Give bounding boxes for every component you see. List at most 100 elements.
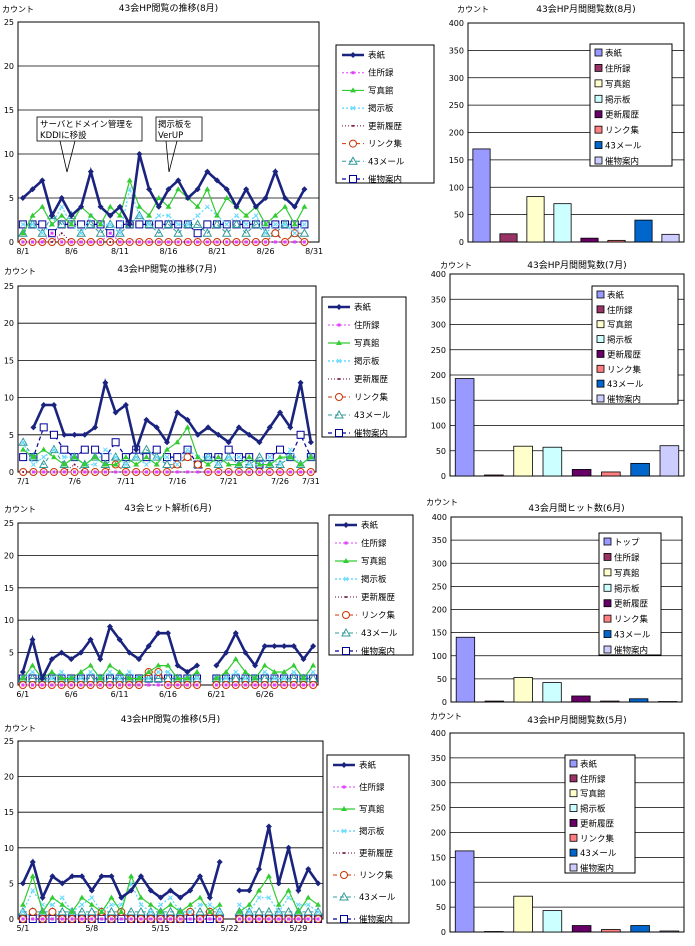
marker-x [237, 902, 242, 908]
marker-square-open [335, 429, 343, 437]
marker-dot [22, 471, 25, 473]
marker-triangle [310, 662, 317, 668]
legend-entry: 掲示板 [580, 804, 606, 815]
marker-diamond [135, 656, 142, 663]
marker-square [283, 240, 287, 244]
legend-entry: 掲示板 [361, 574, 387, 585]
legend-entry: 写真館 [607, 320, 633, 331]
marker-square [273, 240, 277, 244]
marker-triangle-open [57, 906, 68, 916]
marker-square [100, 917, 104, 921]
marker-diamond [243, 186, 250, 193]
bar [455, 636, 476, 703]
legend-swatch [569, 804, 578, 812]
legend-entry: 催物案内 [368, 174, 402, 185]
legend-box [335, 44, 435, 184]
marker-x [59, 669, 64, 675]
legend-swatch [596, 335, 605, 343]
marker-square [124, 470, 128, 474]
marker-diamond [194, 662, 201, 669]
marker-circle [28, 907, 37, 916]
y-tick-label: 10 [4, 844, 14, 853]
marker-triangle [285, 887, 292, 893]
legend-entry: 住所録 [607, 305, 633, 316]
y-tick-label: 15 [4, 356, 14, 365]
legend-entry: 43メール [354, 411, 391, 421]
marker-x [144, 462, 149, 467]
marker-diamond [213, 662, 220, 669]
marker-square [254, 240, 258, 244]
marker-triangle-open [192, 219, 203, 228]
marker-square [93, 470, 97, 474]
marker-square [60, 917, 64, 921]
marker-diamond [266, 424, 273, 431]
marker-triangle [143, 454, 150, 460]
legend-entry: 写真館 [354, 338, 380, 349]
legend-swatch [603, 537, 612, 546]
marker-square [40, 683, 44, 687]
marker-triangle [48, 669, 55, 675]
x-tick-label: 6/1 [16, 690, 29, 699]
marker-triangle [128, 873, 135, 879]
marker-triangle-open [67, 906, 77, 916]
legend-entry: 表紙 [354, 302, 372, 313]
marker-triangle [223, 669, 230, 675]
marker-triangle-open [165, 906, 176, 916]
marker-square [155, 470, 159, 474]
y-axis-label: カウント [457, 5, 489, 14]
marker-triangle [305, 894, 312, 900]
marker-diamond [81, 431, 88, 438]
marker-diamond [295, 887, 302, 894]
marker-triangle-open [37, 906, 48, 916]
marker-dot [352, 124, 354, 127]
marker-diamond [87, 168, 94, 175]
marker-triangle [213, 675, 220, 681]
marker-square [99, 240, 103, 244]
legend-entry: 催物案内 [354, 428, 388, 439]
marker-triangle-open [153, 228, 164, 237]
marker-diamond [116, 636, 123, 643]
legend-swatch [596, 305, 605, 314]
legend-entry: 43メール [605, 142, 642, 152]
series-2 [21, 917, 320, 921]
marker-diamond [282, 195, 289, 201]
marker-diamond [343, 522, 349, 528]
marker-diamond [68, 212, 75, 219]
marker-triangle [187, 901, 194, 907]
y-tick-label: 50 [437, 675, 447, 684]
bar [630, 925, 650, 933]
chart-title: 43会HP月間閲覧数(5月) [527, 714, 626, 726]
marker-triangle-open [106, 906, 117, 916]
marker-diamond [128, 887, 135, 894]
marker-diamond [108, 873, 115, 880]
marker-diamond [177, 894, 184, 901]
marker-triangle-open [27, 219, 38, 228]
line-chart: 43会HP閲覧の推移(5月) カウント 0 5 10 15 20 25 5/1 5/8 5/15 5/… [4, 713, 410, 933]
marker-triangle-open [212, 219, 222, 228]
x-tick-label: 7/6 [68, 477, 81, 486]
y-tick-label: 50 [454, 211, 464, 220]
marker-triangle [235, 461, 242, 467]
legend-swatch [594, 64, 603, 72]
y-tick-label: 0 [9, 915, 14, 924]
legend-entry: 表紙 [605, 48, 623, 59]
marker-diamond [252, 662, 259, 669]
marker-triangle [271, 669, 278, 675]
marker-square [234, 240, 238, 244]
marker-triangle [300, 675, 307, 681]
legend-entry: 表紙 [361, 520, 379, 531]
marker-square [144, 470, 148, 474]
marker-diamond [233, 203, 240, 210]
marker-x [166, 213, 171, 218]
marker-diamond [77, 649, 84, 656]
marker-square [89, 240, 93, 244]
bar [607, 239, 626, 243]
legend-entry: 住所録 [368, 68, 394, 79]
marker-square [227, 470, 231, 474]
marker-diamond [305, 866, 312, 873]
marker-triangle [19, 901, 26, 907]
marker-triangle [291, 221, 298, 227]
marker-x [205, 454, 211, 460]
marker-diamond [204, 168, 211, 175]
